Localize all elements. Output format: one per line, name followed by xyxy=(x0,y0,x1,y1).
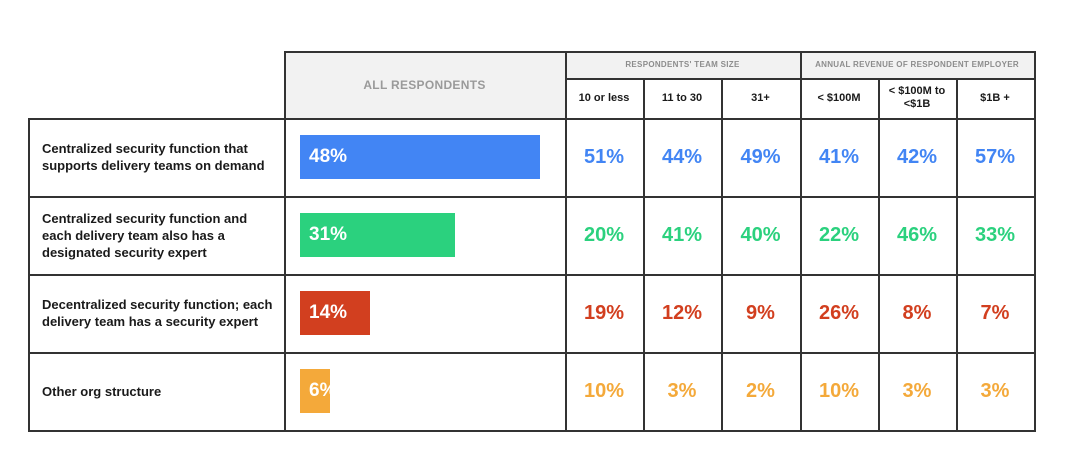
column-header: 31+ xyxy=(751,91,770,104)
row-label: Centralized security function and each d… xyxy=(42,210,248,260)
value-cell: 10% xyxy=(818,379,860,402)
column-group-header: ANNUAL REVENUE OF RESPONDENT EMPLOYER xyxy=(800,51,1034,78)
value-cell: 7% xyxy=(980,301,1010,324)
value-cell: 41% xyxy=(661,223,703,246)
column-border xyxy=(721,78,723,432)
value-cell: 26% xyxy=(818,301,860,324)
value-cell: 22% xyxy=(818,223,860,246)
value-cell: 19% xyxy=(583,301,625,324)
table-left-border xyxy=(28,118,30,432)
group-left-border xyxy=(565,51,567,432)
value-cell: 46% xyxy=(896,223,938,246)
value-cell: 57% xyxy=(974,145,1016,168)
bar-all-respondents: 48% xyxy=(300,135,540,179)
value-cell: 42% xyxy=(896,145,938,168)
column-header: < $100M to <$1B xyxy=(888,85,946,110)
column-header: 11 to 30 xyxy=(661,91,703,104)
column-header: 10 or less xyxy=(578,91,630,104)
value-cell: 8% xyxy=(902,301,932,324)
row-border xyxy=(28,196,1036,198)
value-cell: 44% xyxy=(661,145,703,168)
column-border xyxy=(878,78,880,432)
column-border xyxy=(643,78,645,432)
value-cell: 40% xyxy=(740,223,781,246)
group-divider xyxy=(800,51,802,432)
row-label: Centralized security function that suppo… xyxy=(42,141,265,173)
value-cell: 49% xyxy=(740,145,781,168)
value-cell: 20% xyxy=(583,223,625,246)
value-cell: 3% xyxy=(980,379,1010,402)
bar-all-respondents: 31% xyxy=(300,213,455,257)
value-cell: 12% xyxy=(661,301,703,324)
table-top-border xyxy=(284,51,1036,53)
row-border xyxy=(28,352,1036,354)
column-border xyxy=(956,78,958,432)
row-border xyxy=(28,274,1036,276)
all-respondents-header: ALL RESPONDENTS xyxy=(284,51,565,118)
bar-all-respondents: 14% xyxy=(300,291,370,335)
row-border xyxy=(28,430,1036,432)
value-cell: 9% xyxy=(746,301,775,324)
value-cell: 33% xyxy=(974,223,1016,246)
value-cell: 3% xyxy=(902,379,932,402)
value-cell: 41% xyxy=(818,145,860,168)
all-column-left-border xyxy=(284,51,286,432)
value-cell: 2% xyxy=(746,379,775,402)
bar-all-respondents: 6% xyxy=(300,369,336,413)
row-border xyxy=(28,118,1036,120)
table-right-border xyxy=(1034,51,1036,432)
column-header: < $100M xyxy=(817,91,861,104)
value-cell: 51% xyxy=(583,145,625,168)
value-cell: 3% xyxy=(667,379,697,402)
column-group-header: RESPONDENTS' TEAM SIZE xyxy=(565,51,800,78)
row-label: Decentralized security function; each de… xyxy=(42,297,273,329)
value-cell: 10% xyxy=(583,379,625,402)
row-label: Other org structure xyxy=(42,383,162,399)
column-header: $1B + xyxy=(980,91,1010,104)
